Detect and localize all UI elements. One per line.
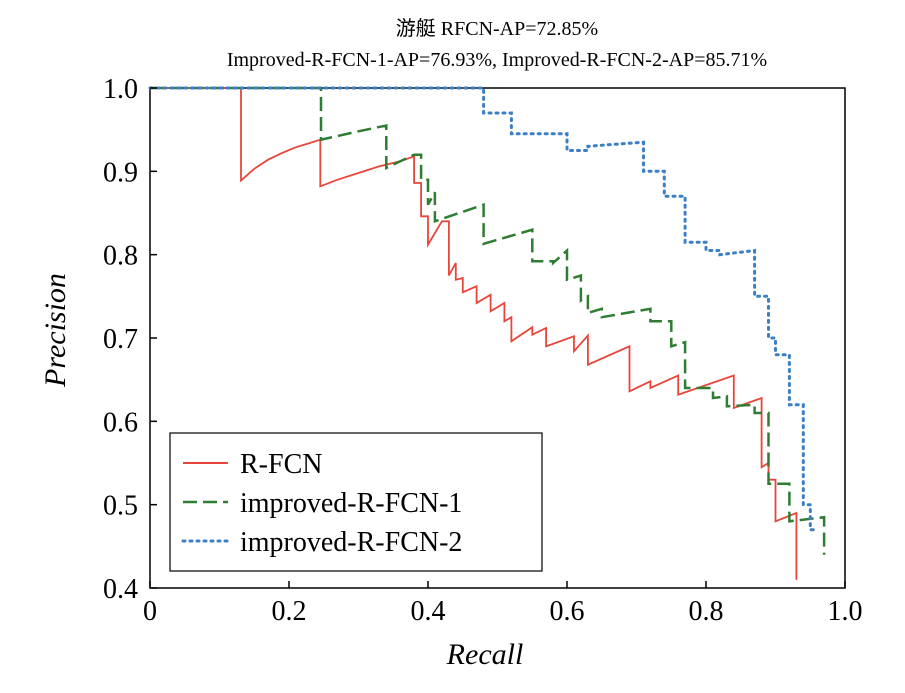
y-tick-label: 0.5 [103, 491, 138, 522]
series-layer [148, 86, 826, 580]
ticks-layer: 0 0.2 0.4 0.6 0.8 1.0 0.4 0.5 0.6 0.7 0.8 0.9 1.0 [103, 74, 863, 627]
y-axis-label: Precision [39, 273, 72, 388]
series-line-improved-r-fcn-1 [150, 86, 826, 555]
y-tick-label: 0.6 [103, 407, 138, 438]
chart-title-line1: 游艇 RFCN-AP=72.85% [396, 17, 598, 40]
x-axis-label: Recall [446, 638, 524, 671]
series-line-improved-r-fcn-2 [148, 86, 819, 532]
legend-box [169, 432, 543, 572]
x-tick-label: 0.4 [411, 596, 446, 627]
y-tick-label: 0.4 [103, 574, 138, 605]
chart-title-line2: Improved-R-FCN-1-AP=76.93%, Improved-R-F… [227, 49, 767, 71]
x-tick-label: 1.0 [828, 596, 863, 627]
x-tick-label: 0.2 [272, 596, 307, 627]
legend: R-FCN improved-R-FCN-1 improved-R-FCN-2 [169, 432, 543, 572]
y-tick-label: 0.9 [103, 157, 138, 188]
legend-label-improved-r-fcn-2: improved-R-FCN-2 [240, 527, 462, 558]
y-tick-label: 0.8 [103, 241, 138, 272]
y-tick-label: 0.7 [103, 324, 138, 355]
y-tick-label: 1.0 [103, 74, 138, 105]
legend-label-improved-r-fcn-1: improved-R-FCN-1 [240, 488, 462, 519]
x-tick-label: 0.8 [689, 596, 724, 627]
x-tick-label: 0.6 [550, 596, 585, 627]
legend-label-r-fcn: R-FCN [240, 449, 322, 480]
x-tick-label: 0 [143, 596, 157, 627]
